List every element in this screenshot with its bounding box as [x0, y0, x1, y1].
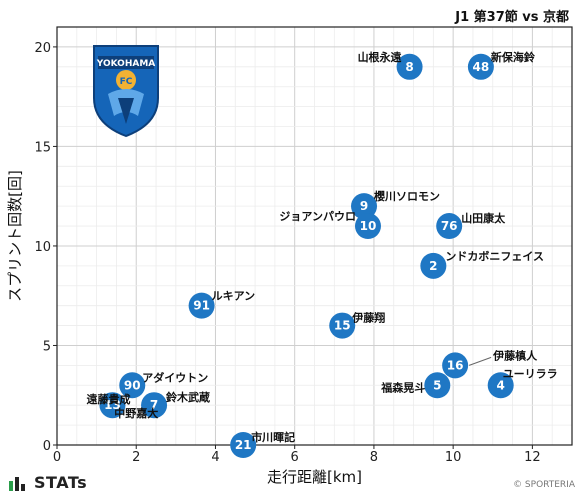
player-name-label: 中野嘉大: [114, 406, 158, 420]
player-name-label: 新保海鈴: [491, 50, 536, 64]
player-point: [436, 213, 463, 240]
copyright: © SPORTERIA: [513, 480, 575, 490]
logo-emblem: FC: [120, 77, 133, 87]
player-number: 10: [360, 219, 377, 233]
player-point: [396, 53, 423, 80]
player-number: 4: [497, 378, 505, 392]
player-name-label: ンドカボニフェイス: [445, 249, 544, 263]
player-name-label: 鈴木武蔵: [166, 390, 210, 404]
player-number: 91: [193, 299, 210, 313]
player-point: [230, 432, 257, 458]
player-point: [354, 213, 381, 240]
player-name-label: 市川暉記: [251, 430, 295, 444]
player-number: 15: [334, 319, 351, 333]
x-axis-label: 走行距離[km]: [267, 468, 362, 486]
y-tick-label: 20: [34, 41, 51, 56]
brand: STATs: [8, 473, 87, 492]
player-number: 90: [124, 378, 141, 392]
player-number: 16: [447, 358, 464, 372]
player-number: 48: [473, 60, 490, 74]
player-point: [119, 372, 146, 399]
y-tick-label: 5: [43, 339, 51, 354]
player-name-label: 遠藤貴成: [86, 392, 130, 406]
player-name-label: ジョアンパウロ: [279, 210, 356, 223]
player-point: [351, 193, 378, 220]
player-point: [99, 392, 126, 419]
x-tick-label: 0: [53, 450, 61, 465]
y-tick-label: 10: [34, 240, 51, 255]
player-point: [442, 352, 469, 379]
player-name-label: 山田康太: [461, 211, 506, 225]
chart-title: J1 第37節 vs 京都: [455, 10, 569, 25]
player-name-label: 櫻川ソロモン: [373, 189, 440, 203]
x-tick-label: 2: [132, 450, 140, 465]
player-number: 7: [150, 398, 158, 412]
y-axis-label: スプリント回数[回]: [6, 170, 24, 302]
player-number: 9: [360, 199, 368, 213]
player-name-label: 福森晃斗: [380, 380, 425, 394]
player-number: 2: [429, 259, 437, 273]
player-number: 76: [441, 219, 458, 233]
y-tick-label: 15: [34, 140, 51, 155]
player-point: [420, 252, 447, 279]
player-number: 5: [433, 378, 441, 392]
player-number: 13: [104, 398, 121, 412]
player-number: 21: [235, 438, 252, 452]
x-tick-label: 4: [211, 450, 219, 465]
player-name-label: 伊藤槙人: [492, 348, 538, 362]
player-name-label: ルキアン: [212, 290, 256, 303]
player-point: [487, 372, 514, 399]
player-name-label: 伊藤翔: [351, 311, 385, 325]
x-tick-label: 8: [370, 450, 378, 465]
player-point: [329, 312, 356, 339]
player-point: [188, 292, 215, 319]
x-tick-label: 6: [291, 450, 299, 465]
y-tick-label: 0: [43, 439, 51, 454]
x-tick-label: 10: [445, 450, 462, 465]
x-tick-label: 12: [524, 450, 541, 465]
axis-ticks: 0 2 4 6 8 10 12 0 5 10 15 20: [34, 41, 540, 465]
player-number: 8: [405, 60, 413, 74]
team-logo: YOKOHAMA FC: [93, 45, 159, 138]
player-point: [141, 392, 168, 419]
plot-frame: [56, 26, 573, 446]
player-point: [424, 372, 451, 399]
stats-bar-icon: [9, 476, 25, 491]
label-leader-line: [468, 356, 492, 366]
logo-text: YOKOHAMA: [96, 59, 156, 69]
brand-name: STATs: [34, 473, 88, 492]
player-name-label: アダイウトン: [142, 370, 208, 384]
player-name-label: ユーリララ: [503, 367, 558, 380]
player-point: [467, 53, 494, 80]
player-name-label: 山根永遠: [358, 50, 402, 64]
